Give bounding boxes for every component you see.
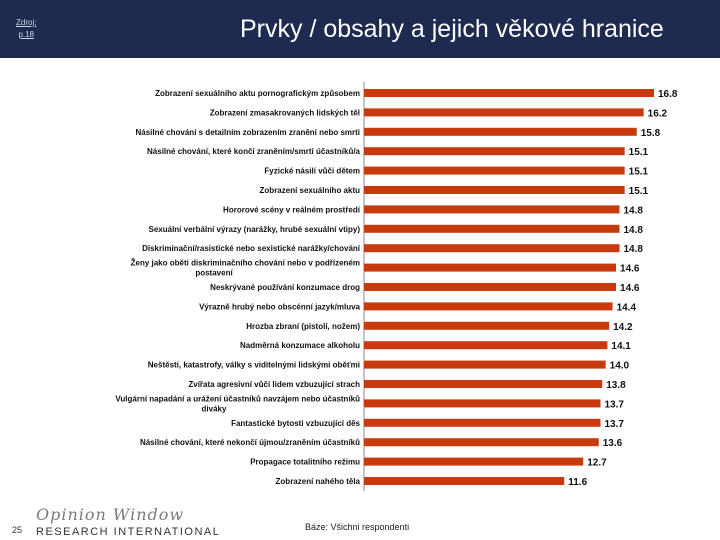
category-label: Sexuální verbální výrazy (narážky, hrubé…	[149, 225, 361, 234]
bar	[364, 380, 603, 388]
bar	[364, 166, 625, 175]
data-label: 15.1	[629, 186, 649, 197]
logo-text: RESEARCH INTERNATIONAL	[36, 526, 221, 538]
data-label: 14.8	[623, 225, 643, 236]
bar	[364, 360, 606, 369]
data-label: 13.7	[604, 399, 624, 410]
slide-title: Prvky / obsahy a jejich věkové hranice	[240, 15, 664, 43]
bar	[364, 321, 610, 330]
bar	[364, 186, 625, 194]
data-label: 13.6	[603, 438, 623, 449]
category-label: Nadměrná konzumace alkoholu	[240, 341, 360, 350]
bar	[364, 205, 620, 214]
data-label: 14.2	[613, 322, 633, 333]
category-label: Násilné chování, které nekončí újmou/zra…	[140, 438, 360, 447]
logo-script: Opinion Window	[36, 505, 185, 524]
data-label: 16.8	[658, 89, 678, 100]
data-label: 15.1	[629, 167, 649, 178]
category-label: Vulgární napadání a urážení účastníků na…	[115, 394, 360, 403]
data-label: 13.7	[604, 419, 624, 430]
category-label: Fantastické bytosti vzbuzující děs	[231, 419, 360, 428]
category-label: Násilné chování s detailním zobrazením z…	[136, 128, 361, 137]
bar	[364, 477, 565, 485]
category-label: postavení	[195, 269, 233, 278]
bar	[364, 418, 601, 427]
category-label: Neštěstí, katastrofy, války s viditelným…	[148, 361, 360, 370]
category-label: Diskriminační/rasistické nebo sexistické…	[142, 244, 361, 253]
page-number: 25	[12, 525, 23, 535]
category-label: Násilné chování, které končí zraněním/sm…	[147, 147, 361, 156]
bar	[364, 341, 608, 350]
bar	[364, 438, 599, 447]
category-label: Propagace totalitního režimu	[250, 458, 360, 467]
bar	[364, 302, 613, 311]
data-label: 12.7	[587, 458, 607, 469]
category-label: Zvířata agresivní vůči lidem vzbuzující …	[188, 380, 360, 389]
category-label: Výrazně hrubý nebo obscénní jazyk/mluva	[199, 302, 360, 311]
data-label: 11.6	[568, 477, 587, 488]
category-label: Neskrývané používání konzumace drog	[210, 283, 360, 292]
category-label: Zobrazení sexuálního aktu pornografickým…	[155, 89, 360, 98]
data-label: 14.6	[620, 264, 640, 275]
data-label: 15.8	[641, 128, 661, 139]
category-label: Zobrazení sexuálního aktu	[260, 186, 361, 195]
bar-chart: 16.8 Zobrazení sexuálního aktu pornografi…	[115, 82, 678, 491]
data-label: 14.4	[617, 302, 637, 313]
bar	[364, 263, 617, 272]
source-label: Zdroj:	[16, 18, 37, 27]
category-label: Fyzické násilí vůči dětem	[264, 167, 360, 176]
footnote: Báze: Všichni respondenti	[305, 522, 410, 532]
category-label: Hrozba zbraní (pistolí, nožem)	[246, 322, 360, 331]
category-label: Zobrazení zmasakrovaných lidských těl	[210, 108, 360, 117]
bar	[364, 147, 625, 156]
bar	[364, 283, 617, 291]
data-label: 16.2	[648, 108, 668, 119]
category-label: Hororové scény v reálném prostředí	[223, 205, 361, 214]
source-link[interactable]: Zdroj: p.18	[16, 17, 36, 41]
source-page: p.18	[18, 30, 35, 39]
category-label: Zobrazení nahého těla	[276, 477, 361, 486]
bar	[364, 224, 620, 233]
data-label: 14.0	[610, 361, 630, 372]
category-label: diváky	[202, 404, 227, 413]
data-label: 15.1	[629, 147, 649, 158]
data-label: 14.1	[611, 341, 631, 352]
data-label: 14.6	[620, 283, 640, 294]
data-label: 14.8	[623, 205, 643, 216]
bar	[364, 108, 644, 117]
category-label: Ženy jako oběti diskriminačního chování …	[131, 259, 360, 268]
data-label: 14.8	[623, 244, 643, 255]
bar	[364, 127, 637, 136]
bar	[364, 457, 584, 466]
bar	[364, 89, 654, 97]
data-label: 13.8	[606, 380, 626, 391]
bar	[364, 244, 620, 253]
bar	[364, 399, 601, 408]
header-bar: Zdroj: p.18 Prvky / obsahy a jejich věko…	[0, 0, 720, 58]
